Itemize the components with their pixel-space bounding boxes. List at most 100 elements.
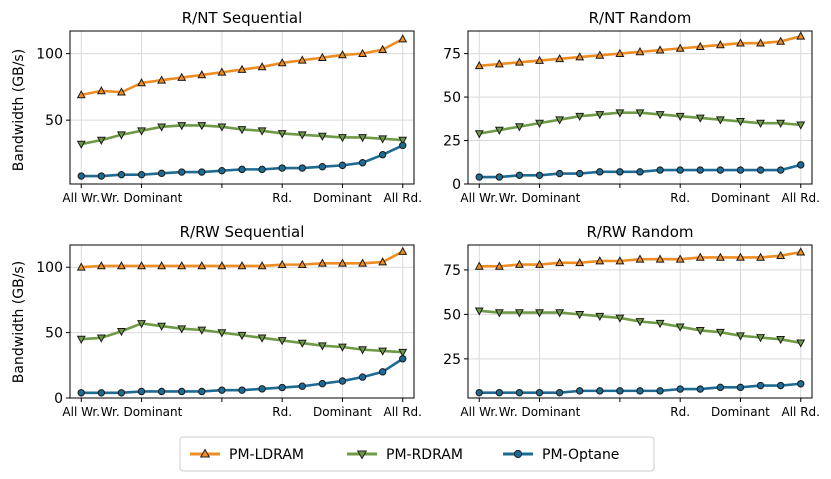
data-point-pm-optane — [137, 170, 146, 179]
data-point-pm-optane — [716, 383, 725, 392]
x-tick-label: Wr. Dominant — [499, 405, 581, 419]
data-point-pm-rdram — [297, 339, 307, 348]
axes-frame — [467, 244, 813, 399]
data-point-pm-rdram — [695, 327, 705, 336]
data-point-pm-rdram — [494, 309, 504, 318]
data-point-pm-ldram — [317, 52, 327, 61]
data-point-pm-optane — [298, 382, 306, 390]
data-point-pm-optane — [776, 381, 785, 390]
x-tick-label: All Rd. — [384, 405, 422, 419]
data-point-pm-ldram — [776, 250, 786, 260]
x-tick-label: Rd. — [272, 405, 292, 419]
data-point-pm-rdram — [715, 328, 725, 338]
data-point-pm-optane — [238, 165, 246, 174]
panel-title: R/NT Random — [589, 9, 692, 27]
data-point-pm-ldram — [655, 254, 665, 263]
data-point-pm-rdram — [217, 123, 227, 132]
y-tick-label: 50 — [443, 90, 461, 106]
data-point-pm-rdram — [535, 119, 544, 128]
data-point-pm-optane — [77, 172, 85, 180]
y-tick-label: 50 — [45, 113, 63, 129]
data-point-pm-rdram — [297, 131, 307, 140]
data-point-pm-ldram — [555, 53, 565, 63]
data-point-pm-rdram — [338, 343, 347, 352]
plot-area: All Wr. Wr. Dominant Rd. Dominant All Rd. 25 5… — [443, 244, 820, 419]
data-point-pm-rdram — [378, 135, 388, 144]
data-point-pm-optane — [378, 368, 387, 376]
data-point-pm-rdram — [177, 325, 187, 334]
data-point-pm-rdram — [197, 122, 207, 131]
data-point-pm-rdram — [96, 334, 106, 343]
data-point-pm-ldram — [474, 60, 484, 70]
data-point-pm-optane — [576, 387, 584, 395]
data-point-pm-rdram — [736, 118, 745, 127]
panel-title: R/NT Sequential — [182, 9, 303, 27]
plot-area: All Wr. Wr. Dominant Rd. Dominant All Rd. 0 50… — [36, 244, 422, 419]
panel-rrw-random: R/RW Random All Wr. Wr. Dominant Rd. Domina… — [443, 223, 820, 419]
data-point-pm-ldram — [595, 50, 605, 59]
data-point-pm-optane — [475, 388, 483, 397]
data-point-pm-rdram — [358, 346, 368, 355]
data-point-pm-rdram — [398, 136, 408, 145]
data-point-pm-optane — [198, 168, 206, 176]
data-point-pm-optane — [636, 387, 644, 395]
data-point-pm-rdram — [317, 132, 327, 141]
data-point-pm-rdram — [575, 112, 585, 122]
axes-frame — [69, 244, 415, 399]
data-point-pm-ldram — [177, 261, 187, 270]
data-point-pm-rdram — [76, 140, 86, 149]
x-tick-label: Dominant — [313, 405, 372, 419]
data-point-pm-ldram — [217, 67, 227, 76]
y-tick-label: 100 — [36, 47, 63, 63]
data-point-pm-optane — [77, 389, 85, 397]
data-point-pm-ldram — [635, 254, 645, 263]
data-point-pm-rdram — [555, 116, 565, 125]
data-point-pm-ldram — [277, 259, 287, 268]
data-point-pm-ldram — [76, 90, 86, 99]
data-point-pm-optane — [676, 385, 684, 393]
data-point-pm-ldram — [514, 259, 524, 268]
data-point-pm-ldram — [338, 50, 347, 59]
data-point-pm-ldram — [317, 258, 327, 267]
y-tick-label: 25 — [443, 134, 461, 150]
data-point-pm-optane — [258, 165, 266, 174]
data-point-pm-ldram — [575, 257, 585, 267]
legend-label: PM-LDRAM — [229, 447, 304, 463]
data-point-pm-rdram — [695, 114, 705, 123]
data-point-pm-ldram — [535, 55, 544, 64]
data-point-pm-ldram — [535, 259, 544, 268]
legend-label: PM-Optane — [542, 447, 619, 463]
data-point-pm-rdram — [776, 119, 786, 128]
data-point-pm-rdram — [675, 112, 685, 122]
data-point-pm-ldram — [514, 57, 524, 66]
triangle-up-icon — [199, 448, 211, 458]
data-point-pm-ldram — [675, 43, 685, 52]
data-point-pm-optane — [178, 387, 186, 396]
data-point-pm-optane — [576, 169, 584, 178]
legend-frame — [179, 436, 655, 472]
data-point-pm-optane — [797, 161, 805, 169]
data-point-pm-ldram — [137, 261, 146, 270]
data-point-pm-optane — [535, 171, 544, 180]
data-point-pm-optane — [696, 166, 704, 174]
data-point-pm-rdram — [796, 121, 806, 130]
legend-item-pm-rdram: PM-RDRAM — [347, 447, 463, 463]
data-point-pm-ldram — [237, 64, 247, 73]
x-tick-label: Wr. Dominant — [499, 191, 581, 205]
data-point-pm-rdram — [474, 130, 484, 139]
data-point-pm-ldram — [137, 78, 146, 87]
data-point-pm-ldram — [595, 256, 605, 265]
legend-item-pm-ldram: PM-LDRAM — [190, 447, 304, 463]
data-point-pm-rdram — [338, 134, 347, 143]
y-tick-label: 25 — [443, 352, 461, 368]
data-point-pm-ldram — [76, 262, 86, 271]
data-point-pm-rdram — [137, 127, 146, 136]
data-point-pm-ldram — [555, 257, 565, 267]
data-point-pm-ldram — [494, 59, 504, 68]
data-point-pm-ldram — [358, 258, 368, 267]
data-point-pm-optane — [696, 385, 704, 393]
x-tick-label: Rd. — [272, 191, 292, 205]
data-point-pm-optane — [258, 385, 266, 393]
data-point-pm-optane — [338, 161, 347, 170]
data-point-pm-optane — [756, 166, 765, 174]
